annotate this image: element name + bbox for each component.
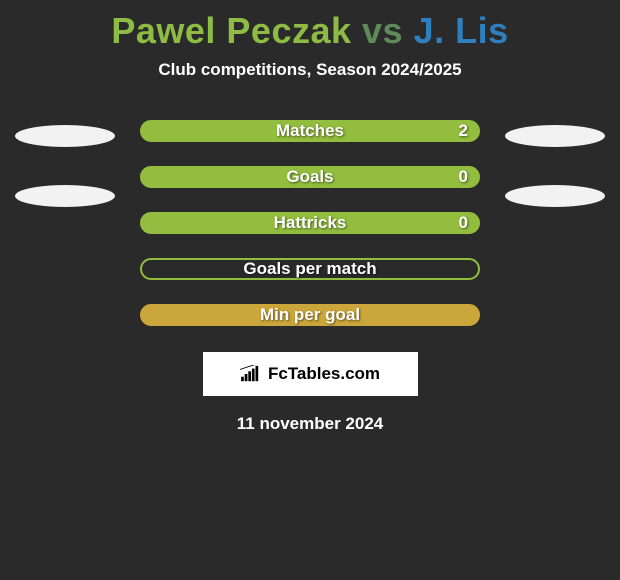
- stat-label: Goals: [286, 167, 333, 187]
- side-ellipse: [505, 185, 605, 207]
- right-side-column: [500, 120, 610, 326]
- stat-bar: Matches 2: [140, 120, 480, 142]
- brand-badge[interactable]: FcTables.com: [203, 352, 418, 396]
- stats-container: Matches 2 Goals 0 Hattricks 0 Goals per match M…: [0, 120, 620, 326]
- stat-label: Goals per match: [243, 259, 376, 279]
- side-ellipse: [15, 125, 115, 147]
- stat-label: Matches: [276, 121, 344, 141]
- stat-label: Hattricks: [274, 213, 347, 233]
- stat-value: 0: [459, 167, 468, 187]
- title-left: Pawel Peczak: [111, 10, 351, 51]
- side-ellipse: [15, 185, 115, 207]
- date-text: 11 november 2024: [0, 414, 620, 434]
- left-side-column: [10, 120, 120, 326]
- brand-text: FcTables.com: [268, 364, 380, 384]
- page-title: Pawel Peczak vs J. Lis: [0, 0, 620, 52]
- stat-label: Min per goal: [260, 305, 360, 325]
- title-vs: vs: [352, 10, 414, 51]
- stat-value: 0: [459, 213, 468, 233]
- side-ellipse: [505, 125, 605, 147]
- stat-bars-column: Matches 2 Goals 0 Hattricks 0 Goals per match M…: [140, 120, 480, 326]
- bar-chart-icon: [240, 365, 262, 383]
- stat-bar: Hattricks 0: [140, 212, 480, 234]
- stat-bar: Goals per match: [140, 258, 480, 280]
- subtitle: Club competitions, Season 2024/2025: [0, 60, 620, 80]
- stat-value: 2: [459, 121, 468, 141]
- stat-bar: Goals 0: [140, 166, 480, 188]
- stat-bar: Min per goal: [140, 304, 480, 326]
- title-right: J. Lis: [414, 10, 509, 51]
